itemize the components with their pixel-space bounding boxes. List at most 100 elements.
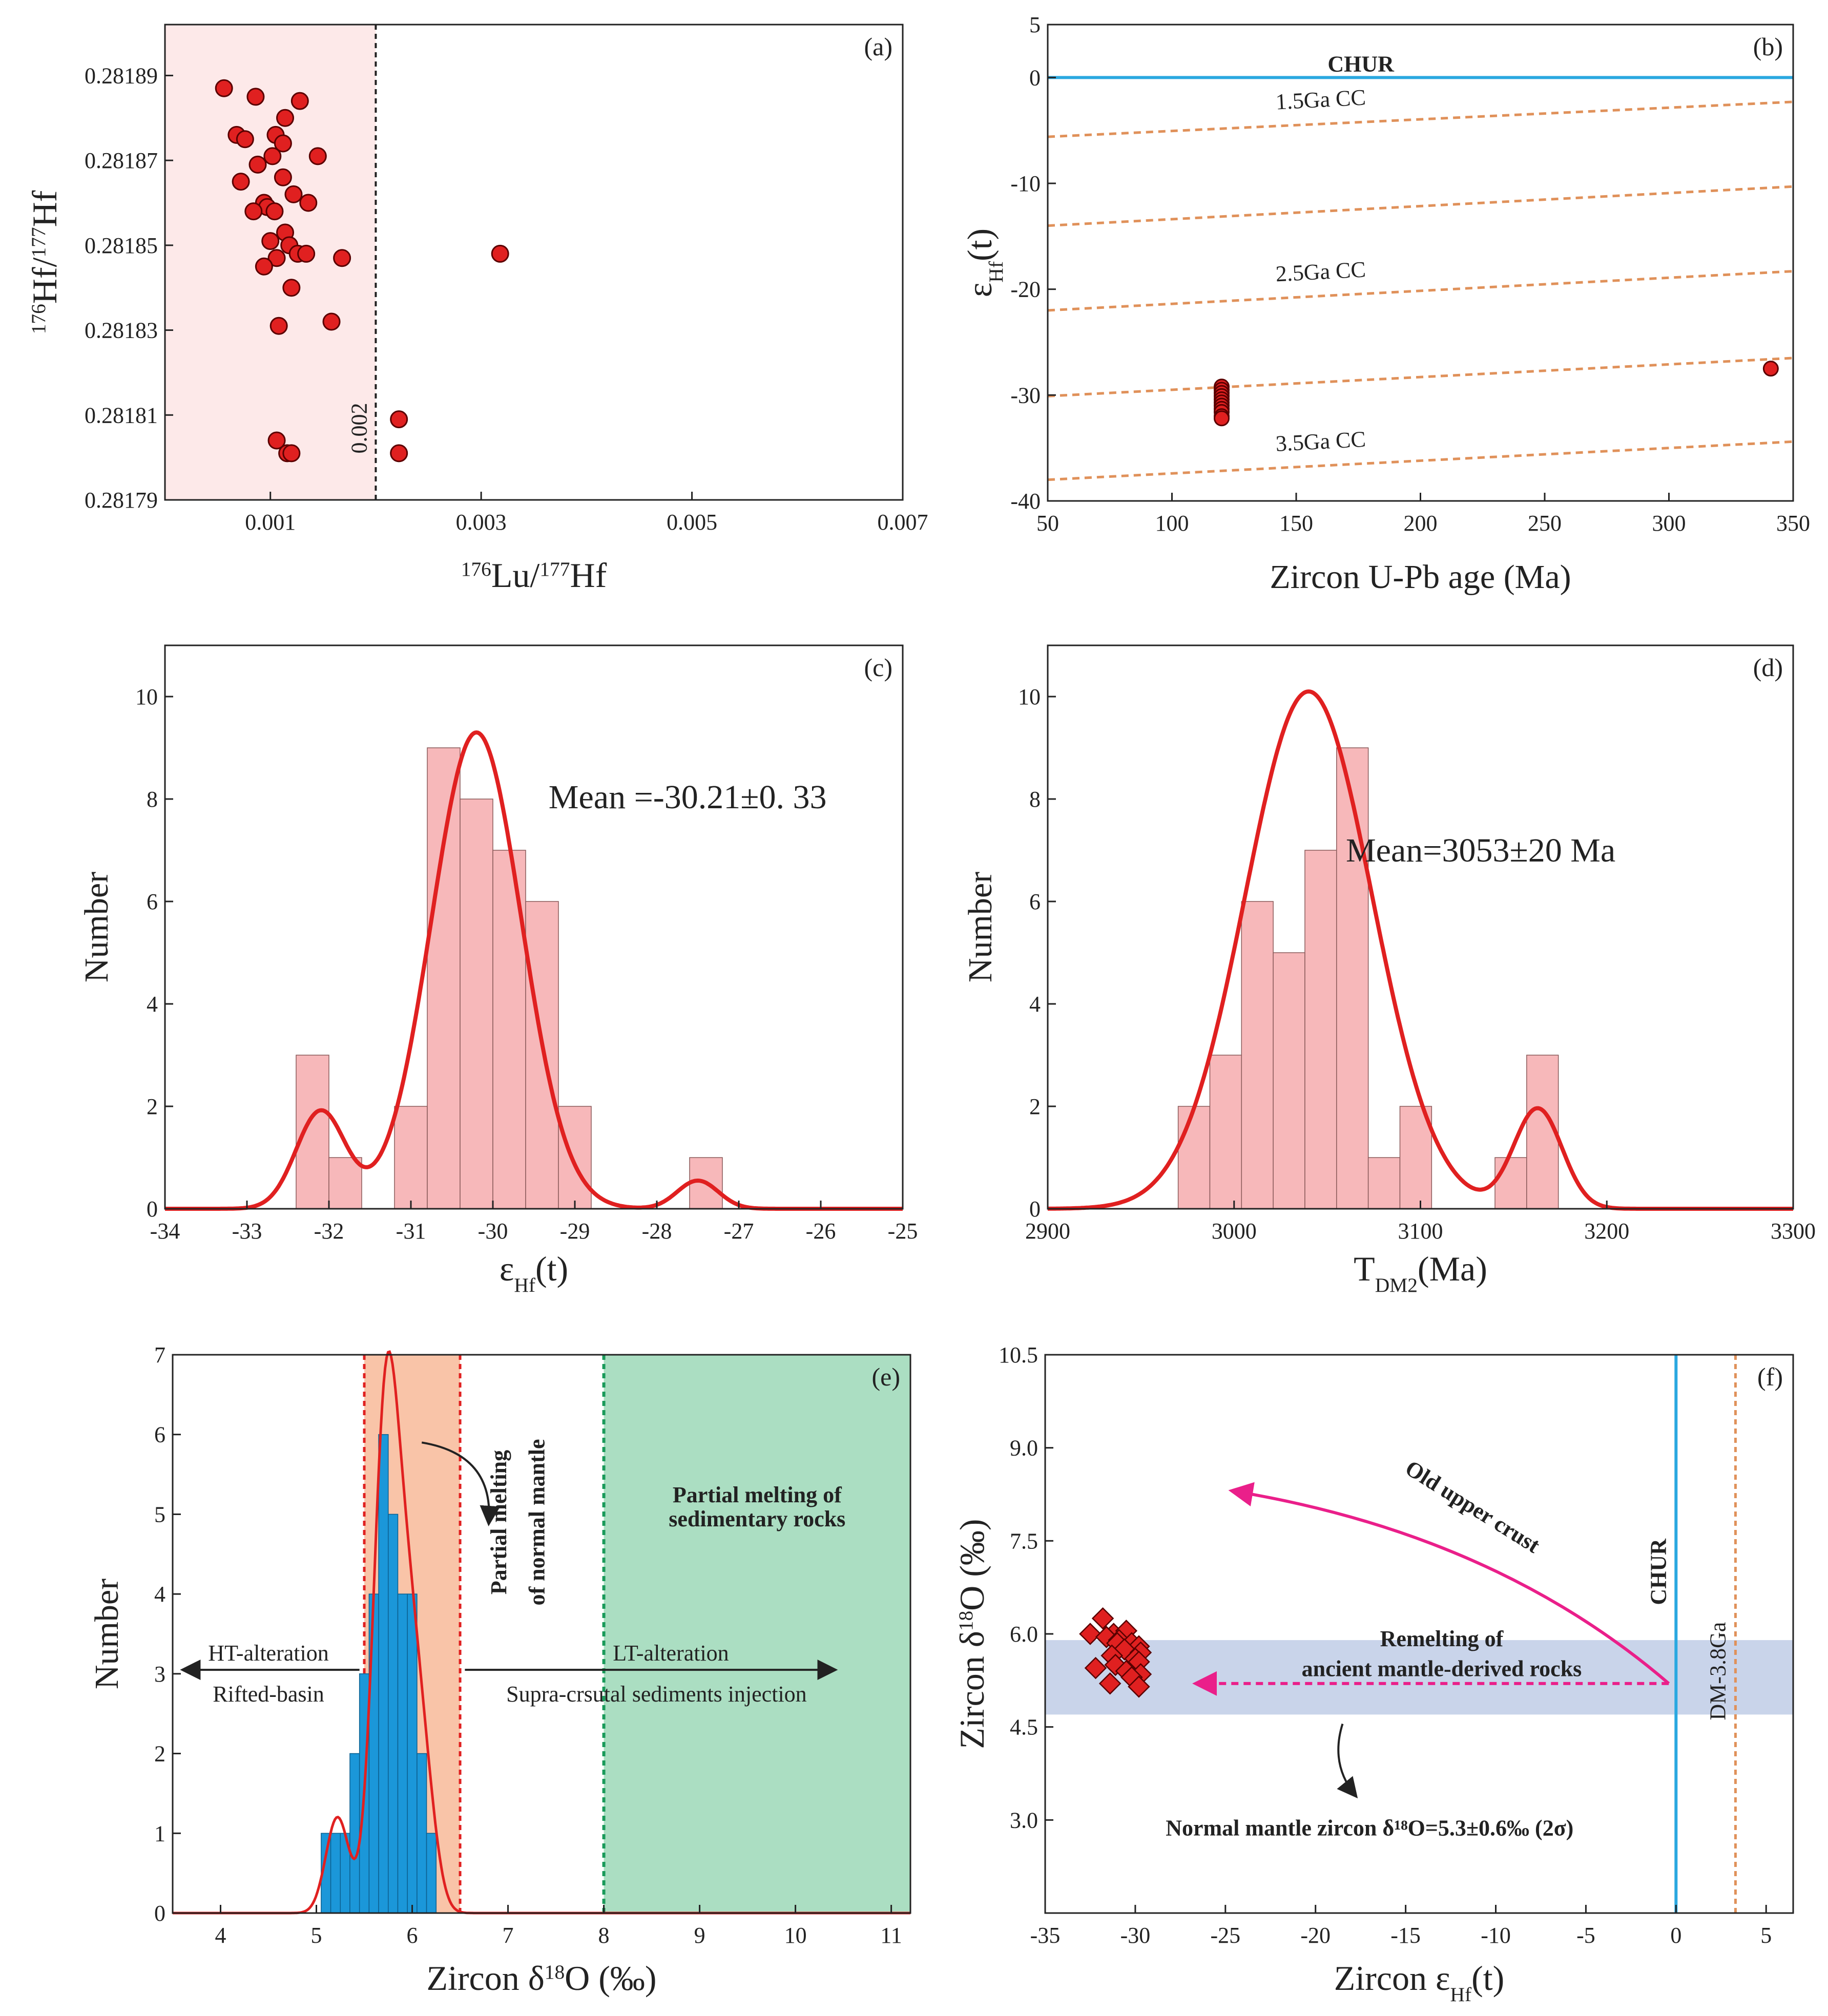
data-point [297, 244, 316, 263]
plot-frame [164, 644, 904, 1210]
y-tick-label: 0.28189 [85, 63, 158, 88]
x-tick-label: 2900 [1025, 1219, 1070, 1244]
x-tick-label: 6 [407, 1923, 418, 1948]
x-tick-label: 5 [1760, 1923, 1772, 1948]
y-tick-label: 5 [154, 1502, 165, 1527]
y-tick-label: 5 [1029, 12, 1041, 37]
panel-c-ehf-histogram: -34 -33 -32 -31 -30 -29 -28 -27 -26 -25 0 2 4 6 8 10 (c)… [78, 644, 918, 1296]
y-axis-title: Number [78, 872, 115, 982]
histogram-bar [558, 1106, 592, 1209]
panel-label: (a) [864, 32, 893, 61]
data-point [269, 317, 288, 335]
data-point [267, 249, 286, 267]
x-tick-label: 8 [598, 1923, 610, 1948]
data-point [333, 249, 351, 267]
normal-mantle-band [1045, 1640, 1793, 1715]
histogram-bar [1367, 1157, 1401, 1209]
mean-annotation: Mean =-30.21±0. 33 [549, 779, 827, 816]
data-point [261, 232, 280, 250]
chur-label: CHUR [1327, 51, 1395, 76]
x-tick-label: -30 [478, 1219, 508, 1244]
y-tick-label: 2 [1029, 1094, 1041, 1119]
data-point [322, 312, 341, 331]
data-point [282, 279, 301, 297]
histogram-bar [349, 1753, 360, 1914]
data-point [1214, 410, 1230, 427]
x-tick-label: 0 [1670, 1923, 1681, 1948]
y-tick-label: 0.28179 [85, 488, 158, 513]
x-tick-label: -34 [150, 1219, 180, 1244]
x-tick-label: -25 [888, 1219, 918, 1244]
plot-frame [172, 1354, 911, 1914]
panel-d-tdm2-histogram: 2900 3000 3100 3200 3300 0 2 4 6 8 10 (d) Mean=3053±… [962, 644, 1816, 1296]
y-axis-title: εHf(t) [960, 228, 1007, 297]
data-point [390, 444, 408, 463]
data-point [282, 444, 301, 463]
y-tick-label: 0 [1029, 65, 1041, 90]
y-tick-label: 0.28183 [85, 318, 158, 343]
y-tick-label: 1 [154, 1821, 165, 1846]
x-tick-label: 0.005 [667, 510, 717, 535]
mantle-label-1: Partial melting [486, 1450, 511, 1594]
x-tick-label: -35 [1030, 1923, 1061, 1948]
x-axis-title: Zircon U-Pb age (Ma) [1270, 558, 1571, 596]
y-tick-label: 0 [147, 1196, 158, 1222]
x-tick-label: 100 [1155, 511, 1189, 536]
y-tick-label: 0.28181 [85, 403, 158, 428]
data-point [1098, 1672, 1121, 1695]
histogram-bar [1209, 1055, 1242, 1209]
old-crust-arrow [1228, 1482, 1670, 1685]
mantle-label-2: of normal mantle [525, 1439, 550, 1605]
y-tick-label: 7.5 [1010, 1528, 1038, 1553]
x-tick-label: 10 [784, 1923, 807, 1948]
x-tick-label: 3300 [1771, 1219, 1816, 1244]
data-point [248, 155, 267, 174]
y-tick-label: -10 [1010, 171, 1041, 196]
y-tick-label: 4.5 [1010, 1715, 1038, 1740]
histogram-bar [378, 1434, 389, 1914]
rifted-basin-label: Rifted-basin [213, 1682, 324, 1707]
panel-a-hf-isotope-scatter: 0.002 0.001 0.003 0.005 0.007 0.28179 0.28181 0… [25, 24, 928, 595]
histogram-bar [426, 1833, 437, 1914]
panel-label: (c) [864, 653, 893, 682]
x-tick-label: 0.001 [245, 510, 296, 535]
chur-label: CHUR [1646, 1538, 1671, 1605]
histogram-bar [328, 1157, 362, 1209]
x-axis-title: εHf(t) [500, 1249, 568, 1296]
histogram-bar [460, 799, 493, 1209]
data-point [274, 134, 292, 153]
y-tick-label: 6 [1029, 889, 1041, 914]
y-tick-label: 7 [154, 1342, 165, 1368]
y-axis-title: Number [88, 1579, 126, 1689]
data-point [390, 410, 408, 429]
x-axis-title: Zircon δ18O (‰) [426, 1959, 656, 1998]
data-point [276, 109, 295, 127]
histogram-bar [417, 1753, 427, 1914]
y-tick-label: -40 [1010, 489, 1041, 514]
old-crust-label: Old upper crust [1401, 1455, 1545, 1558]
histogram-bar [1241, 901, 1274, 1209]
y-tick-label: 9.0 [1010, 1436, 1038, 1461]
y-tick-label: 0.28187 [85, 148, 158, 173]
panel-e-d18o-histogram: HT-alteration Rifted-basin LT-alteration Su… [88, 1342, 911, 1998]
x-tick-label: 9 [694, 1923, 705, 1948]
data-point [1128, 1675, 1150, 1698]
crust-evolution-line [1047, 356, 1794, 397]
histogram-bar [397, 1593, 408, 1914]
data-point [284, 185, 303, 203]
panel-label: (f) [1757, 1362, 1783, 1391]
x-tick-label: 7 [503, 1923, 514, 1948]
x-axis-title: Zircon εHf(t) [1334, 1959, 1505, 2006]
crust-evolution-line [1047, 270, 1794, 312]
data-point [299, 194, 318, 212]
sediment-label-2: sedimentary rocks [669, 1506, 845, 1531]
x-tick-label: -26 [806, 1219, 836, 1244]
x-tick-label: 350 [1776, 511, 1810, 536]
data-point [267, 431, 286, 450]
data-point [255, 257, 273, 276]
x-axis-title: 176Lu/177Hf [461, 556, 607, 595]
data-point [246, 88, 265, 106]
y-tick-label: 2 [147, 1094, 158, 1119]
